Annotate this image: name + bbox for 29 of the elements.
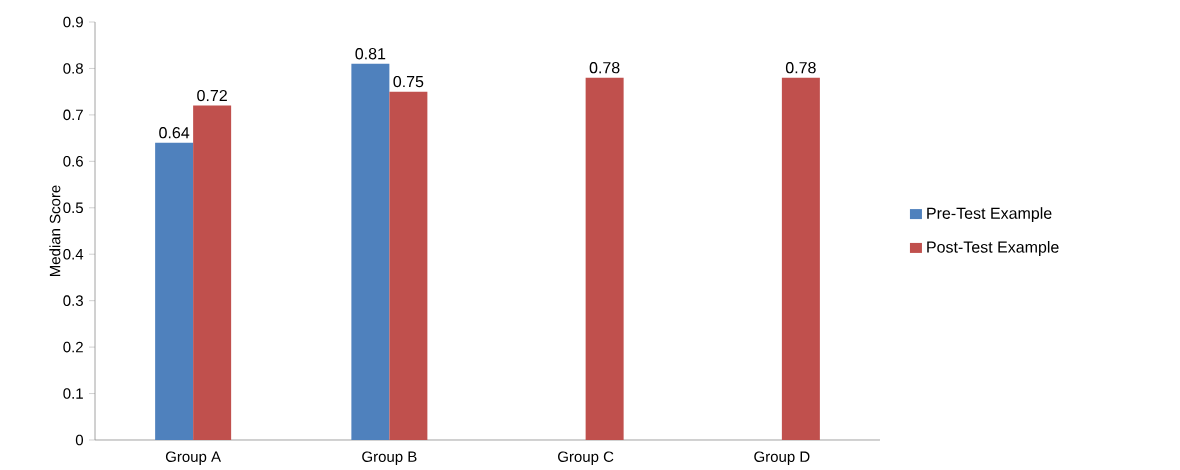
x-tick-label: Group A	[165, 451, 222, 465]
y-tick-label: 0.9	[63, 16, 83, 28]
x-tick-label: Group D	[754, 451, 810, 465]
data-label: 0.75	[393, 75, 424, 88]
y-tick-label: 0.6	[63, 156, 83, 167]
bar	[781, 77, 820, 440]
y-tick-label: 0	[75, 434, 84, 446]
y-tick-label: 0.5	[63, 202, 83, 214]
bar	[585, 77, 624, 440]
legend-label: Pre-Test Example	[927, 207, 1052, 223]
data-label: 0.81	[355, 48, 386, 60]
x-tick-label: Group B	[362, 451, 417, 465]
y-tick-label: 0.4	[63, 248, 84, 260]
bar	[351, 63, 390, 440]
bar	[193, 105, 232, 440]
y-axis-title: Median Score	[49, 185, 61, 277]
bar	[155, 142, 194, 440]
data-label: 0.64	[159, 127, 190, 139]
x-tick-label: Group C	[558, 451, 614, 465]
y-tick-label: 0.8	[63, 63, 83, 74]
legend-label: Post-Test Example	[927, 240, 1059, 256]
y-tick-label: 0.1	[63, 388, 83, 399]
y-tick-label: 0.2	[63, 341, 83, 353]
y-tick-label: 0.7	[63, 109, 83, 121]
y-tick-label: 0.3	[63, 295, 83, 306]
bar	[389, 91, 428, 440]
data-label: 0.72	[197, 89, 227, 102]
data-label: 0.78	[785, 62, 816, 74]
data-label: 0.78	[589, 62, 620, 74]
